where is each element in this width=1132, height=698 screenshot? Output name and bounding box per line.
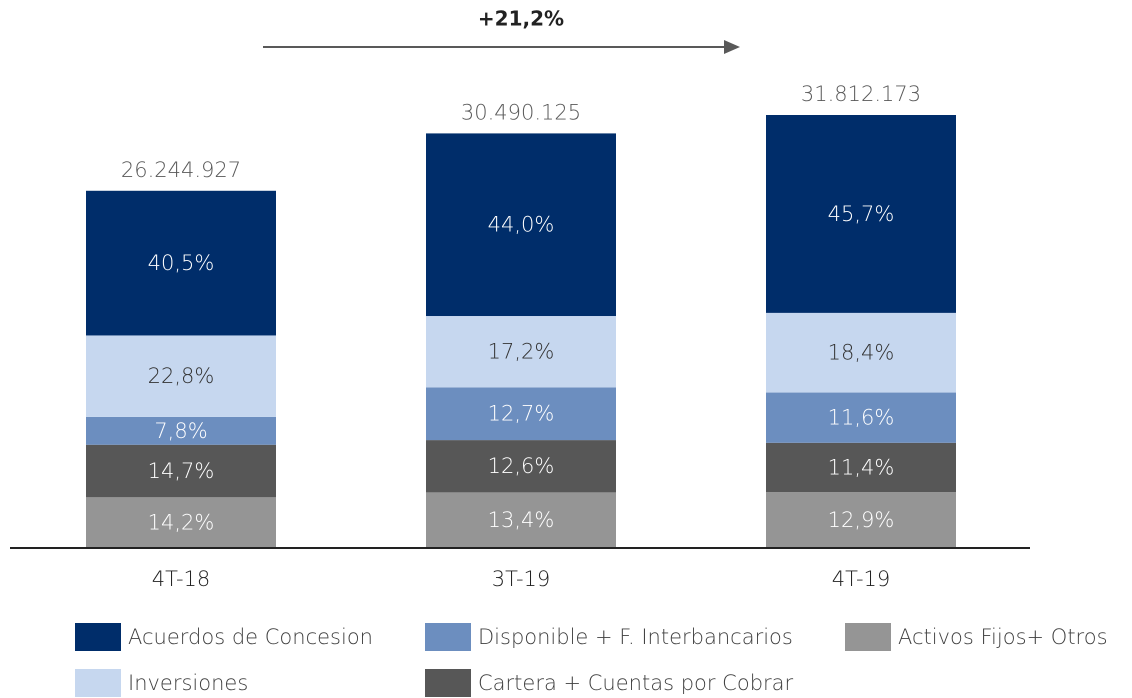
segment-label: 14,2%	[148, 511, 215, 535]
bar-segment	[766, 115, 956, 313]
segment-label: 22,8%	[148, 364, 215, 388]
legend-swatch	[425, 669, 471, 697]
segment-label: 11,6%	[828, 406, 895, 430]
bar-segment	[86, 444, 276, 498]
total-label: 31.812.173	[801, 82, 921, 106]
legend-swatch	[845, 623, 891, 651]
segment-label: 17,2%	[488, 340, 555, 364]
bar-segment	[766, 442, 956, 493]
bar-segment	[766, 492, 956, 548]
segment-label: 7,8%	[154, 419, 207, 443]
arrow-head	[724, 40, 740, 54]
bar-segment	[86, 416, 276, 445]
bar-segment	[426, 316, 616, 388]
segment-label: 45,7%	[828, 202, 895, 226]
bar-segment	[426, 440, 616, 493]
growth-annotation: +21,2%	[478, 7, 564, 31]
bar-segment	[86, 190, 276, 336]
bar-segment	[766, 312, 956, 393]
bar-segment	[86, 497, 276, 548]
segment-label: 12,7%	[488, 402, 555, 426]
total-label: 26.244.927	[121, 158, 241, 182]
legend-label: Cartera + Cuentas por Cobrar	[478, 671, 794, 695]
bar-segment	[426, 387, 616, 441]
legend-swatch	[425, 623, 471, 651]
legend-swatch	[75, 623, 121, 651]
legend-swatch	[75, 669, 121, 697]
bar-segment	[766, 392, 956, 443]
legend-label: Disponible + F. Interbancarios	[478, 625, 793, 649]
segment-label: 12,9%	[828, 508, 895, 532]
x-tick-label: 3T-19	[492, 567, 551, 591]
segment-label: 18,4%	[828, 341, 895, 365]
x-tick-label: 4T-19	[832, 567, 891, 591]
bar-segment	[426, 133, 616, 317]
total-label: 30.490.125	[461, 100, 581, 124]
legend-label: Activos Fijos+ Otros	[898, 625, 1108, 649]
legend-label: Inversiones	[128, 671, 248, 695]
legend-label: Acuerdos de Concesion	[128, 625, 373, 649]
bar-segment	[426, 492, 616, 548]
segment-label: 13,4%	[488, 508, 555, 532]
segment-label: 40,5%	[148, 251, 215, 275]
segment-label: 11,4%	[828, 455, 895, 479]
bar-segment	[86, 335, 276, 417]
x-tick-label: 4T-18	[152, 567, 211, 591]
segment-label: 44,0%	[488, 213, 555, 237]
segment-label: 14,7%	[148, 459, 215, 483]
segment-label: 12,6%	[488, 454, 555, 478]
